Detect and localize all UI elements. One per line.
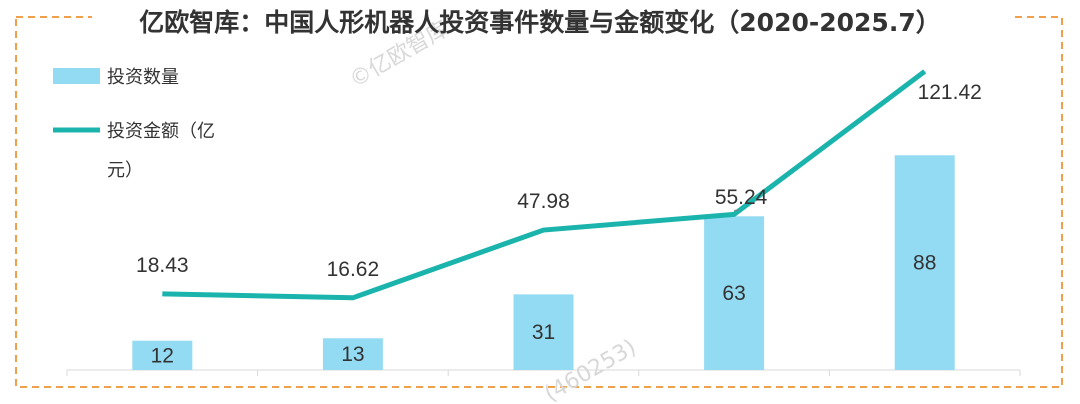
bar-value-label: 13: [341, 343, 364, 366]
legend-bar-label: 投资数量: [107, 67, 179, 88]
bar: [132, 340, 193, 370]
legend-bar-swatch: [53, 68, 100, 84]
line-value-label: 55.24: [715, 186, 768, 209]
line-value-label: 47.98: [517, 190, 570, 213]
frame-border: [15, 16, 1063, 388]
bar: [322, 338, 383, 370]
legend-line-label-cont: 元）: [107, 160, 143, 181]
chart-title: 亿欧智库：中国人形机器人投资事件数量与金额变化（2020-2025.7）: [139, 8, 940, 37]
line-value-label: 18.43: [136, 254, 189, 277]
bar: [513, 294, 574, 370]
line-value-label: 121.42: [918, 81, 982, 104]
amount-line: [162, 69, 927, 301]
bar-value-label: 63: [722, 282, 745, 305]
bar-value-label: 31: [532, 321, 555, 344]
line-value-label: 16.62: [327, 258, 380, 281]
bar: [704, 216, 765, 370]
bar-value-label: 88: [913, 252, 936, 275]
bar: [894, 155, 955, 370]
bar-value-label: 12: [151, 344, 174, 367]
legend-line-label: 投资金额（亿: [107, 121, 215, 142]
